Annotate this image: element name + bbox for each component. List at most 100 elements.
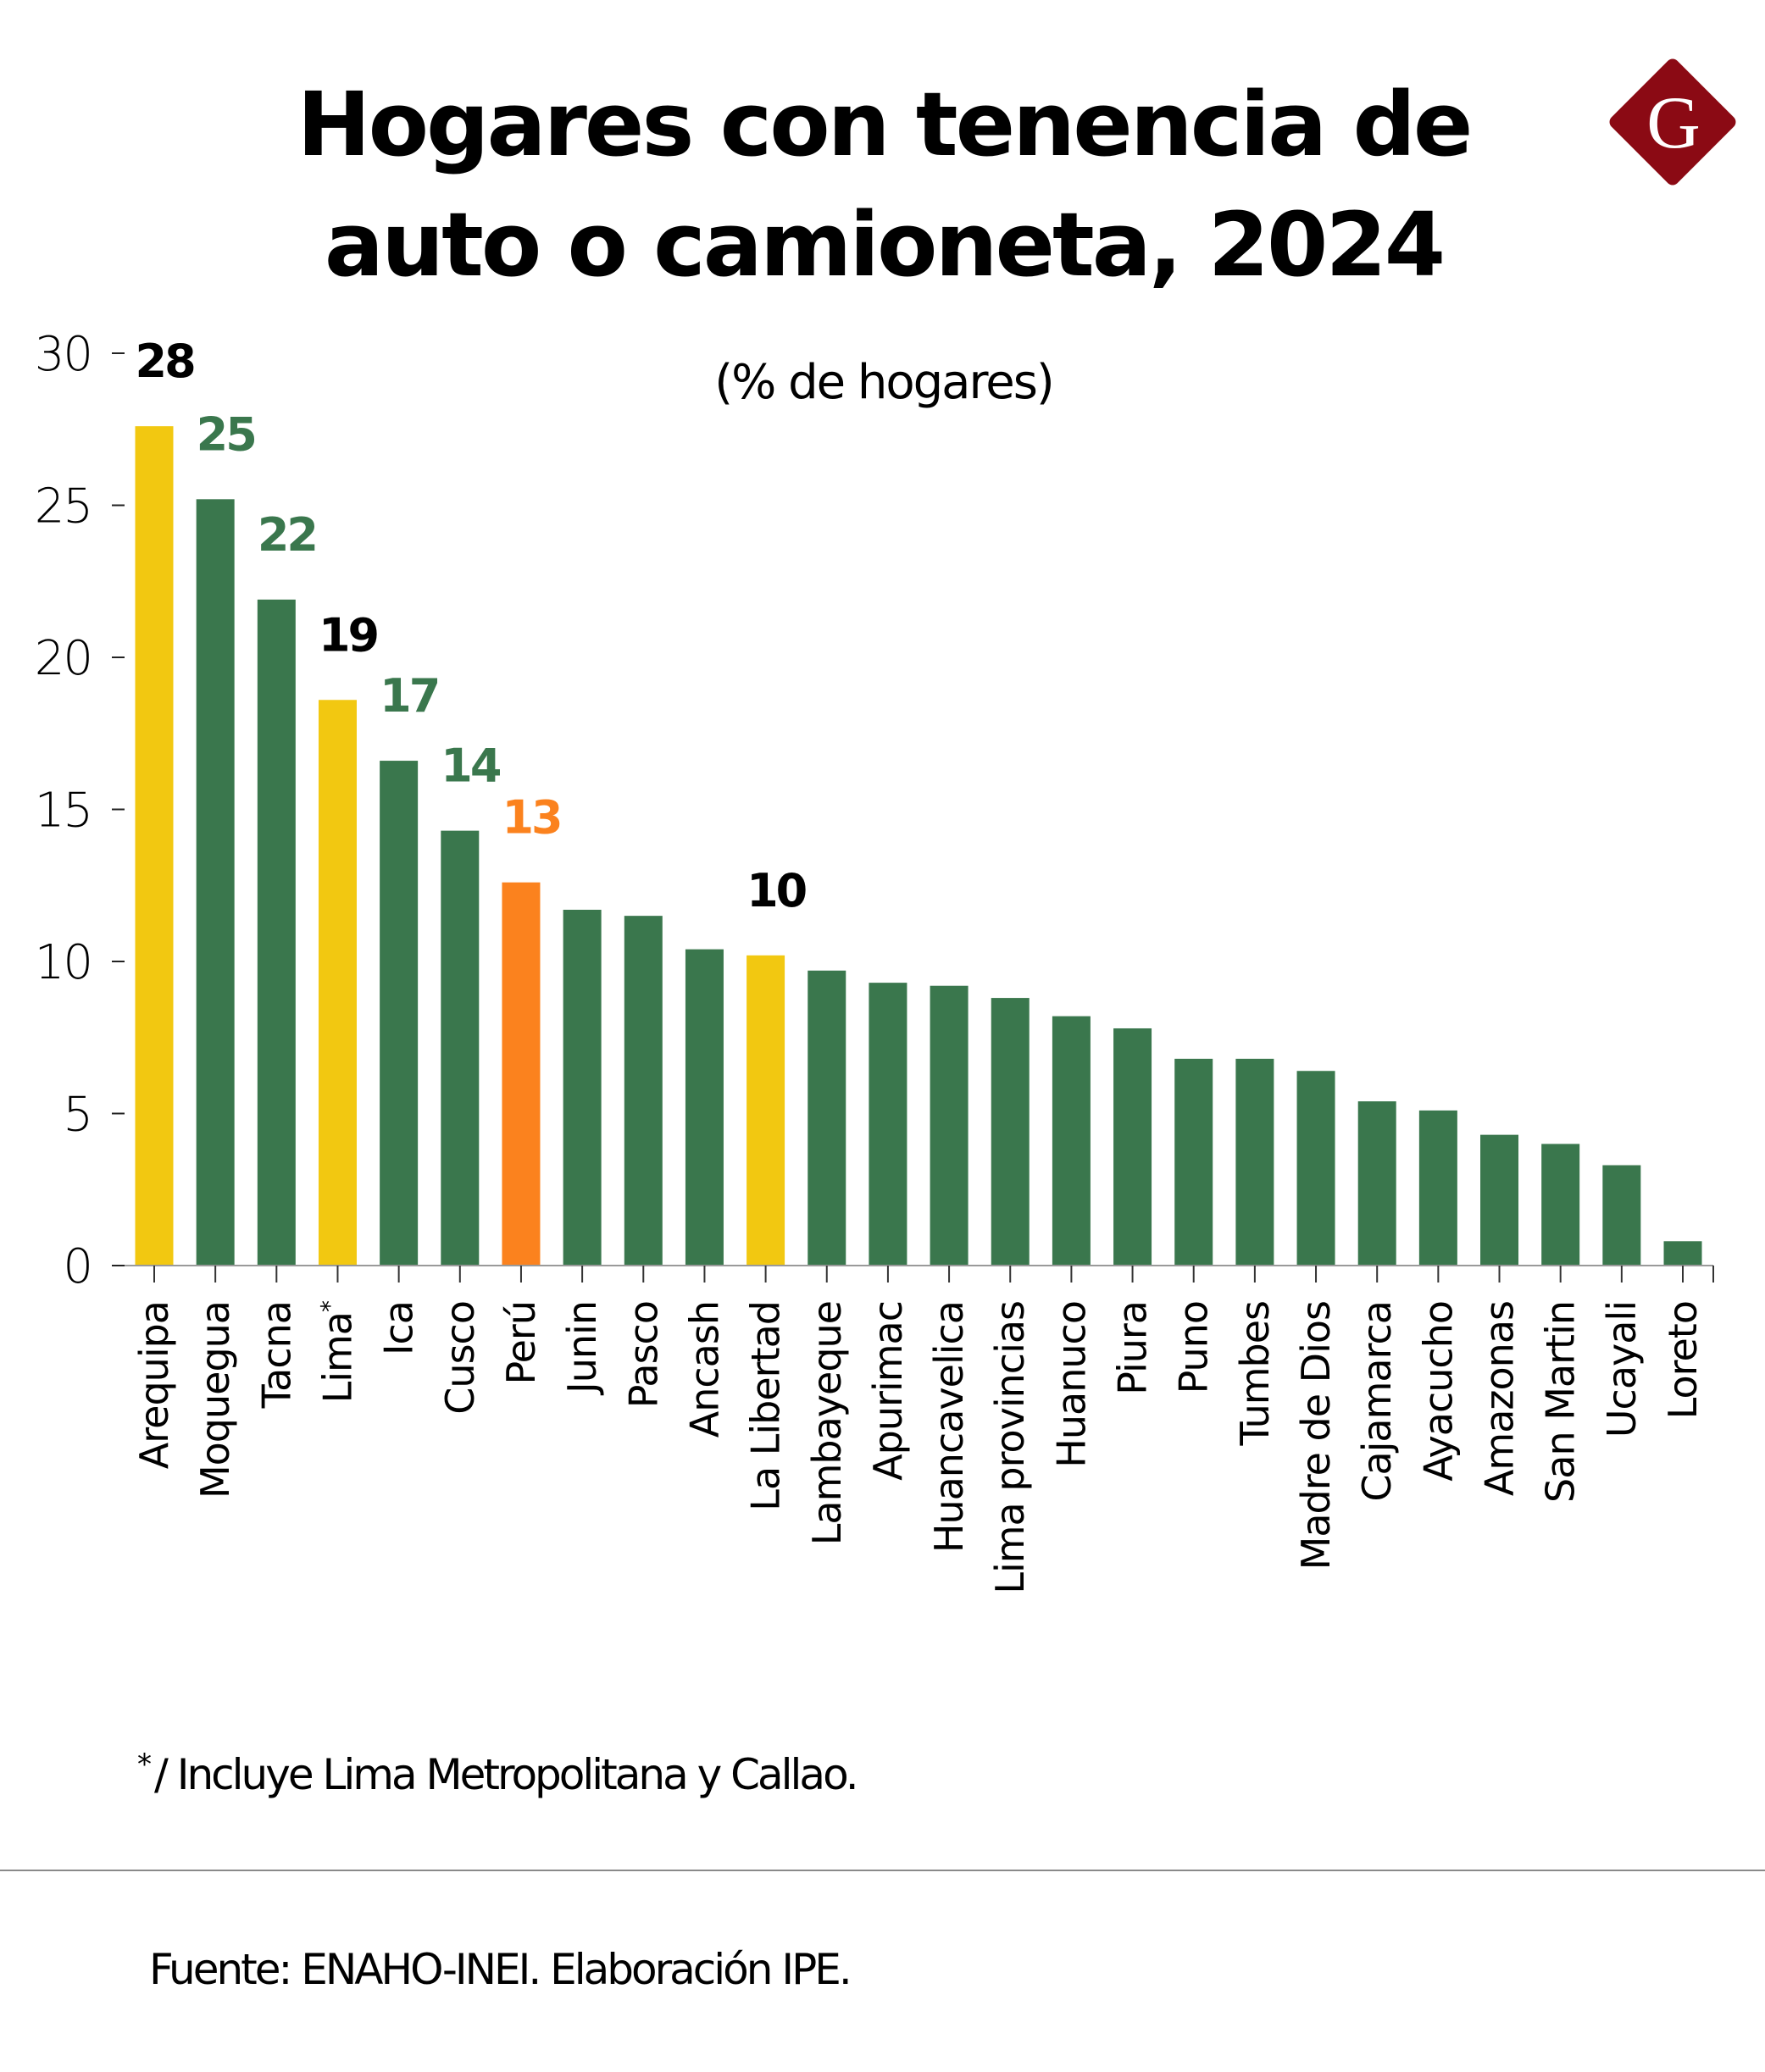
x-label-text: Junin bbox=[559, 1301, 605, 1396]
y-axis: 0 5 10 15 20 25 30 bbox=[35, 327, 125, 1294]
x-label: Cusco bbox=[437, 1301, 483, 1415]
x-label-text: Lima bbox=[314, 1312, 360, 1403]
x-label: Puno bbox=[1171, 1301, 1217, 1393]
data-label: 10 bbox=[747, 864, 806, 917]
data-label: 17 bbox=[380, 669, 438, 723]
y-tick-label: 30 bbox=[35, 327, 92, 382]
x-label-text: Ica bbox=[376, 1301, 422, 1355]
footnote-text: / Incluye Lima Metropolitana y Callao. bbox=[154, 1750, 857, 1799]
x-label: Amazonas bbox=[1477, 1301, 1523, 1496]
x-label: Arequipa bbox=[131, 1301, 177, 1469]
brand-logo-icon: G bbox=[1609, 58, 1736, 186]
x-label-text: Amazonas bbox=[1477, 1301, 1523, 1496]
x-label: Tumbes bbox=[1232, 1301, 1278, 1447]
footnote: * / Incluye Lima Metropolitana y Callao. bbox=[137, 1748, 857, 1799]
x-label: Junin bbox=[559, 1301, 605, 1396]
x-label-text: Tacna bbox=[253, 1301, 299, 1409]
x-label: Piura bbox=[1110, 1301, 1156, 1395]
x-label: Huancavelica bbox=[926, 1301, 972, 1553]
bar-amazonas bbox=[1480, 1134, 1519, 1266]
chart-subtitle: (% de hogares) bbox=[714, 355, 1053, 410]
x-label-mark: * bbox=[315, 1300, 343, 1312]
x-label-text: Arequipa bbox=[131, 1301, 177, 1469]
x-label-text: Huancavelica bbox=[926, 1301, 972, 1553]
bar-lima-provincias bbox=[991, 998, 1030, 1266]
bar-la-libertad bbox=[747, 955, 785, 1266]
bar-huancavelica bbox=[930, 985, 969, 1266]
bar-lambayeque bbox=[808, 970, 846, 1266]
x-label-text: Cajamarca bbox=[1354, 1301, 1400, 1502]
bar-piura bbox=[1113, 1028, 1152, 1266]
chart-title-line-1: Hogares con tenencia de bbox=[297, 73, 1471, 176]
x-label-text: Loreto bbox=[1660, 1301, 1706, 1419]
data-label: 22 bbox=[258, 508, 316, 562]
data-label: 25 bbox=[197, 407, 255, 461]
x-label: Tacna bbox=[253, 1301, 299, 1409]
bar-cajamarca bbox=[1357, 1101, 1396, 1266]
bar-tacna bbox=[257, 599, 296, 1266]
bar-ancash bbox=[685, 949, 724, 1266]
y-tick-label: 10 bbox=[35, 935, 92, 990]
x-label: Ancash bbox=[681, 1301, 727, 1438]
bar-loreto bbox=[1663, 1241, 1702, 1266]
bar-tumbes bbox=[1235, 1058, 1274, 1266]
bar-junin bbox=[563, 909, 602, 1266]
x-label-text: Madre de Dios bbox=[1293, 1301, 1339, 1570]
x-label: Pasco bbox=[620, 1301, 666, 1408]
y-tick-label: 5 bbox=[63, 1088, 92, 1143]
x-label-text: Moquegua bbox=[192, 1301, 238, 1499]
bar-huanuco bbox=[1052, 1016, 1091, 1266]
y-tick-label: 15 bbox=[35, 784, 92, 839]
x-label-text: Perú bbox=[498, 1301, 544, 1384]
x-label: Lambayeque bbox=[804, 1301, 850, 1545]
logo-diamond bbox=[1609, 58, 1736, 186]
x-label-text: Apurimac bbox=[865, 1301, 911, 1481]
x-label-text: Pasco bbox=[620, 1301, 666, 1408]
bar-ica bbox=[380, 761, 419, 1266]
x-axis bbox=[125, 1265, 1714, 1283]
bar-ucayali bbox=[1602, 1165, 1641, 1266]
y-tick-label: 20 bbox=[35, 631, 92, 686]
bars bbox=[135, 426, 1702, 1266]
data-label: 13 bbox=[502, 791, 560, 845]
bar-apurimac bbox=[869, 983, 907, 1266]
x-label: Lima* bbox=[314, 1300, 360, 1403]
x-label: Ucayali bbox=[1599, 1301, 1645, 1438]
x-label: Cajamarca bbox=[1354, 1301, 1400, 1502]
bar-moquegua bbox=[196, 499, 235, 1266]
x-label: Perú bbox=[498, 1301, 544, 1384]
data-label: 19 bbox=[319, 608, 378, 662]
bar-ayacucho bbox=[1418, 1110, 1457, 1266]
source-note: Fuente: ENAHO-INEI. Elaboración IPE. bbox=[149, 1945, 850, 1994]
x-label: Loreto bbox=[1660, 1301, 1706, 1419]
x-label: Huanuco bbox=[1048, 1301, 1094, 1468]
x-label-text: Puno bbox=[1171, 1301, 1217, 1393]
x-label: Lima provincias bbox=[987, 1301, 1033, 1594]
x-label: Madre de Dios bbox=[1293, 1301, 1339, 1570]
x-labels: Arequipa Moquegua Tacna Lima* Ica Cusco Perú Ju… bbox=[131, 1300, 1706, 1594]
bar-san-martin bbox=[1541, 1144, 1580, 1266]
x-label: Apurimac bbox=[865, 1301, 911, 1481]
x-label-text: Tumbes bbox=[1232, 1301, 1278, 1447]
y-tick-label: 25 bbox=[35, 479, 92, 535]
data-label: 28 bbox=[136, 335, 195, 388]
x-label: La Libertad bbox=[743, 1301, 789, 1511]
bar-perú bbox=[502, 882, 541, 1266]
x-label-text: Huanuco bbox=[1048, 1301, 1094, 1468]
bar-puno bbox=[1174, 1058, 1213, 1266]
x-label-text: Ucayali bbox=[1599, 1301, 1645, 1438]
bar-madre-de-dios bbox=[1296, 1071, 1335, 1266]
x-label-text: La Libertad bbox=[743, 1301, 789, 1511]
x-label: Moquegua bbox=[192, 1301, 238, 1499]
bar-pasco bbox=[624, 916, 663, 1266]
bar-cusco bbox=[441, 830, 480, 1266]
x-label-text: Piura bbox=[1110, 1301, 1156, 1395]
x-label: San Martin bbox=[1538, 1301, 1584, 1503]
x-label: Ica bbox=[376, 1301, 422, 1355]
y-tick-label: 0 bbox=[63, 1239, 92, 1294]
x-label-text: Ancash bbox=[681, 1301, 727, 1438]
chart-title-line-2: auto o camioneta, 2024 bbox=[325, 193, 1443, 296]
logo-letter: G bbox=[1646, 82, 1701, 164]
